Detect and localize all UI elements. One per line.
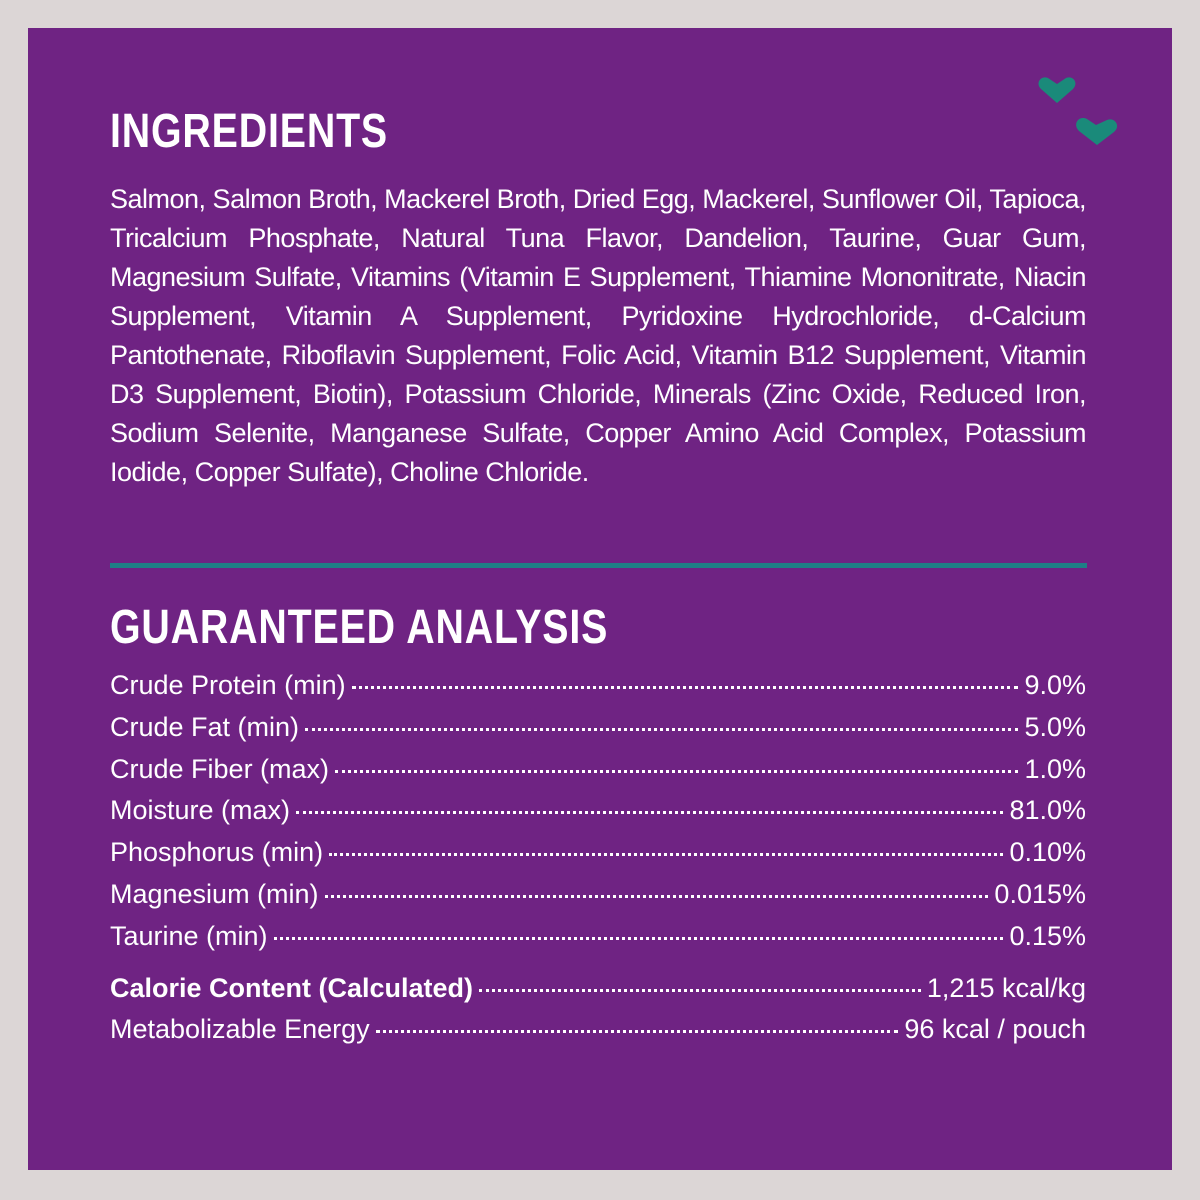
analysis-row: Phosphorus (min) 0.10%	[110, 837, 1086, 879]
dot-leader	[305, 727, 1019, 731]
row-value: 1.0%	[1024, 753, 1086, 784]
row-label: Calorie Content (Calculated)	[110, 972, 474, 1003]
dot-leader	[335, 769, 1019, 773]
analysis-row: Magnesium (min) 0.015%	[110, 879, 1086, 921]
analysis-row: Crude Protein (min) 9.0%	[110, 670, 1086, 712]
dot-leader	[329, 853, 1004, 857]
analysis-row: Taurine (min) 0.15%	[110, 921, 1086, 963]
row-label: Crude Fiber (max)	[110, 753, 330, 784]
analysis-row: Metabolizable Energy 96 kcal / pouch	[110, 1014, 1086, 1056]
row-label: Phosphorus (min)	[110, 837, 324, 868]
row-label: Crude Protein (min)	[110, 670, 346, 700]
hearts	[1038, 77, 1118, 145]
dot-leader	[273, 936, 1004, 940]
energy-list: Calorie Content (Calculated) 1,215 kcal/k…	[110, 973, 1086, 1057]
row-value: 0.015%	[994, 878, 1086, 909]
row-value: 0.10%	[1009, 837, 1086, 868]
row-value: 96 kcal / pouch	[904, 1014, 1086, 1045]
row-value: 81.0%	[1009, 795, 1086, 826]
dot-leader	[351, 686, 1019, 689]
dot-leader	[375, 1030, 899, 1034]
analysis-row: Crude Fat (min) 5.0%	[110, 712, 1086, 754]
dot-leader	[296, 811, 1004, 815]
row-label: Taurine (min)	[110, 920, 268, 951]
section-title: INGREDIENTS	[110, 105, 389, 158]
label-panel: INGREDIENTS Salmon, Salmon Broth, Macker…	[28, 28, 1172, 1170]
row-value: 9.0%	[1024, 670, 1086, 700]
analysis-table: Crude Protein (min) 9.0% Crude Fat (min) 5.…	[110, 670, 1086, 1056]
row-label: Crude Fat (min)	[110, 711, 300, 742]
analysis-row: Moisture (max) 81.0%	[110, 795, 1086, 837]
dot-leader	[324, 894, 989, 898]
row-label: Magnesium (min)	[110, 878, 319, 909]
ingredients-text: Salmon, Salmon Broth, Mackerel Broth, Dr…	[110, 184, 1087, 487]
nutrient-list: Crude Protein (min) 9.0% Crude Fat (min) 5.…	[110, 670, 1086, 963]
section-title: GUARANTEED ANALYSIS	[110, 601, 609, 654]
divider	[110, 563, 1087, 568]
row-value: 5.0%	[1024, 711, 1086, 742]
analysis-row: Crude Fiber (max) 1.0%	[110, 754, 1086, 796]
row-label: Moisture (max)	[110, 795, 291, 826]
row-value: 0.15%	[1009, 920, 1086, 951]
row-label: Metabolizable Energy	[110, 1014, 370, 1045]
analysis-row: Calorie Content (Calculated) 1,215 kcal/k…	[110, 973, 1086, 1015]
row-value: 1,215 kcal/kg	[926, 972, 1086, 1003]
dot-leader	[479, 988, 921, 992]
